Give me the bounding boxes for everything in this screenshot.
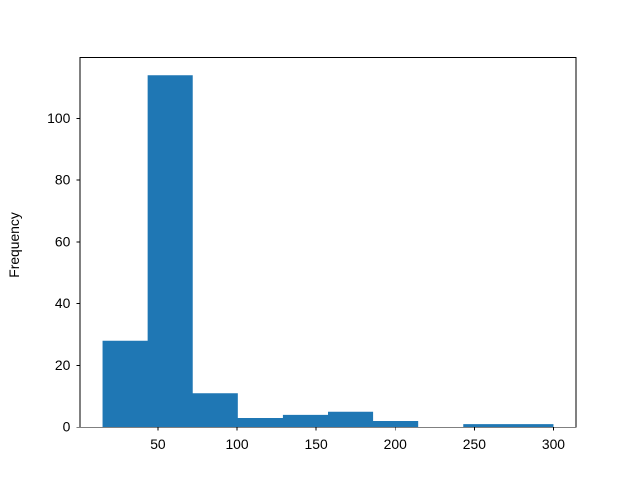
svg-text:40: 40 (55, 295, 71, 311)
svg-text:200: 200 (384, 436, 407, 452)
svg-text:50: 50 (150, 436, 166, 452)
svg-text:20: 20 (55, 357, 71, 373)
svg-text:150: 150 (305, 436, 328, 452)
svg-text:100: 100 (225, 436, 248, 452)
svg-text:250: 250 (463, 436, 486, 452)
svg-text:60: 60 (55, 233, 71, 249)
svg-text:0: 0 (63, 419, 71, 435)
svg-text:Frequency: Frequency (6, 212, 22, 278)
svg-text:300: 300 (542, 436, 565, 452)
svg-text:80: 80 (55, 172, 71, 188)
svg-text:100: 100 (47, 110, 70, 126)
